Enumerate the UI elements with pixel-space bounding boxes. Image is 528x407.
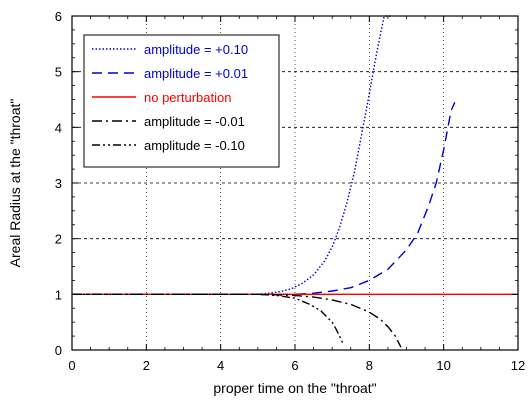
legend-label-0: amplitude = +0.10 [144,42,248,57]
x-tick-label: 4 [217,358,224,373]
legend-label-1: amplitude = +0.01 [144,66,248,81]
x-tick-label: 8 [366,358,373,373]
series-line-3 [72,293,402,348]
y-axis-label: Areal Radius at the "throat" [7,99,23,268]
y-tick-label: 3 [55,176,62,191]
y-tick-label: 2 [55,232,62,247]
series-line-4 [72,293,344,345]
y-tick-label: 5 [55,65,62,80]
y-tick-label: 4 [55,120,62,135]
legend-label-3: amplitude = -0.01 [144,114,245,129]
x-tick-label: 6 [291,358,298,373]
x-tick-label: 0 [68,358,75,373]
legend-label-4: amplitude = -0.10 [144,138,245,153]
series-layer [72,15,518,348]
x-tick-label: 12 [511,358,525,373]
y-tick-label: 1 [55,287,62,302]
legend: amplitude = +0.10 amplitude = +0.01 no per… [83,34,280,168]
x-tick-label: 2 [143,358,150,373]
x-tick-label: 10 [436,358,450,373]
x-axis-label: proper time on the "throat" [213,380,376,396]
y-tick-label: 6 [55,9,62,24]
y-tick-label: 0 [55,343,62,358]
series-line-0 [72,15,392,295]
legend-label-2: no perturbation [144,90,231,105]
